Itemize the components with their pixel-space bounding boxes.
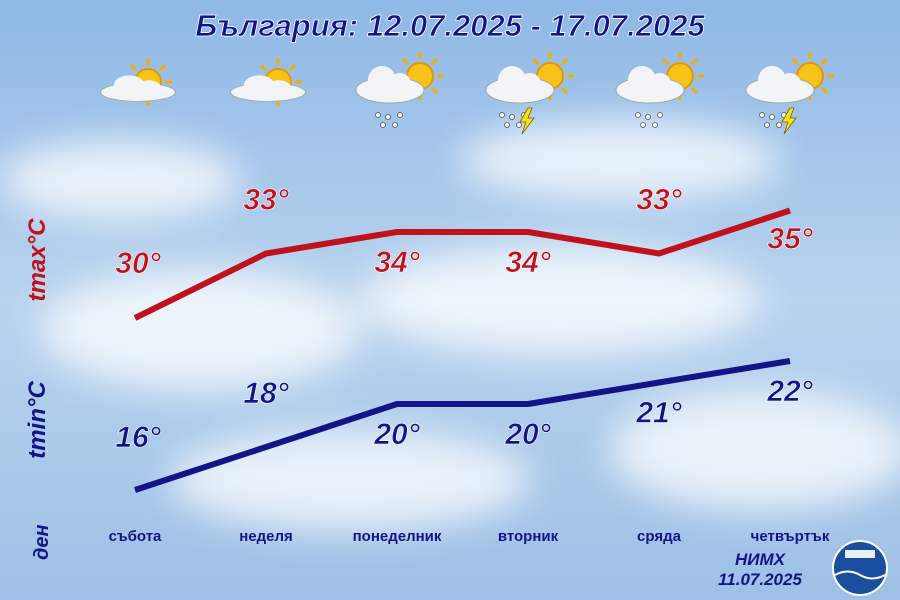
legend-label: tmin°C [24, 381, 51, 459]
legend-label: tmax°C [24, 218, 51, 302]
value-label: 35° [767, 223, 813, 256]
value-label: 34° [374, 246, 420, 279]
x-axis-label: ден [31, 524, 53, 560]
x-tick-label: понеделник [353, 528, 442, 545]
source: НИМХ [735, 550, 787, 569]
value-label: 21° [635, 397, 682, 430]
value-label: 20° [504, 418, 551, 451]
issue-date: 11.07.2025 [718, 570, 802, 589]
value-label: 16° [115, 421, 161, 454]
x-tick-label: сряда [637, 528, 682, 545]
value-label: 18° [243, 377, 289, 410]
value-label: 20° [373, 418, 420, 451]
chart-title: България: 12.07.2025 - 17.07.2025 [195, 8, 705, 43]
x-tick-label: вторник [498, 528, 559, 545]
value-label: 33° [636, 184, 682, 217]
x-tick-label: събота [109, 528, 162, 545]
x-tick-label: четвъртък [751, 528, 830, 545]
value-label: 34° [505, 246, 551, 279]
series-line [133, 207, 791, 321]
logo [832, 540, 888, 596]
value-label: 30° [115, 247, 161, 280]
series-line [134, 358, 791, 493]
x-tick-label: неделя [239, 528, 293, 545]
value-label: 22° [766, 375, 813, 408]
clouds-bg [0, 120, 900, 530]
value-label: 33° [243, 184, 289, 217]
